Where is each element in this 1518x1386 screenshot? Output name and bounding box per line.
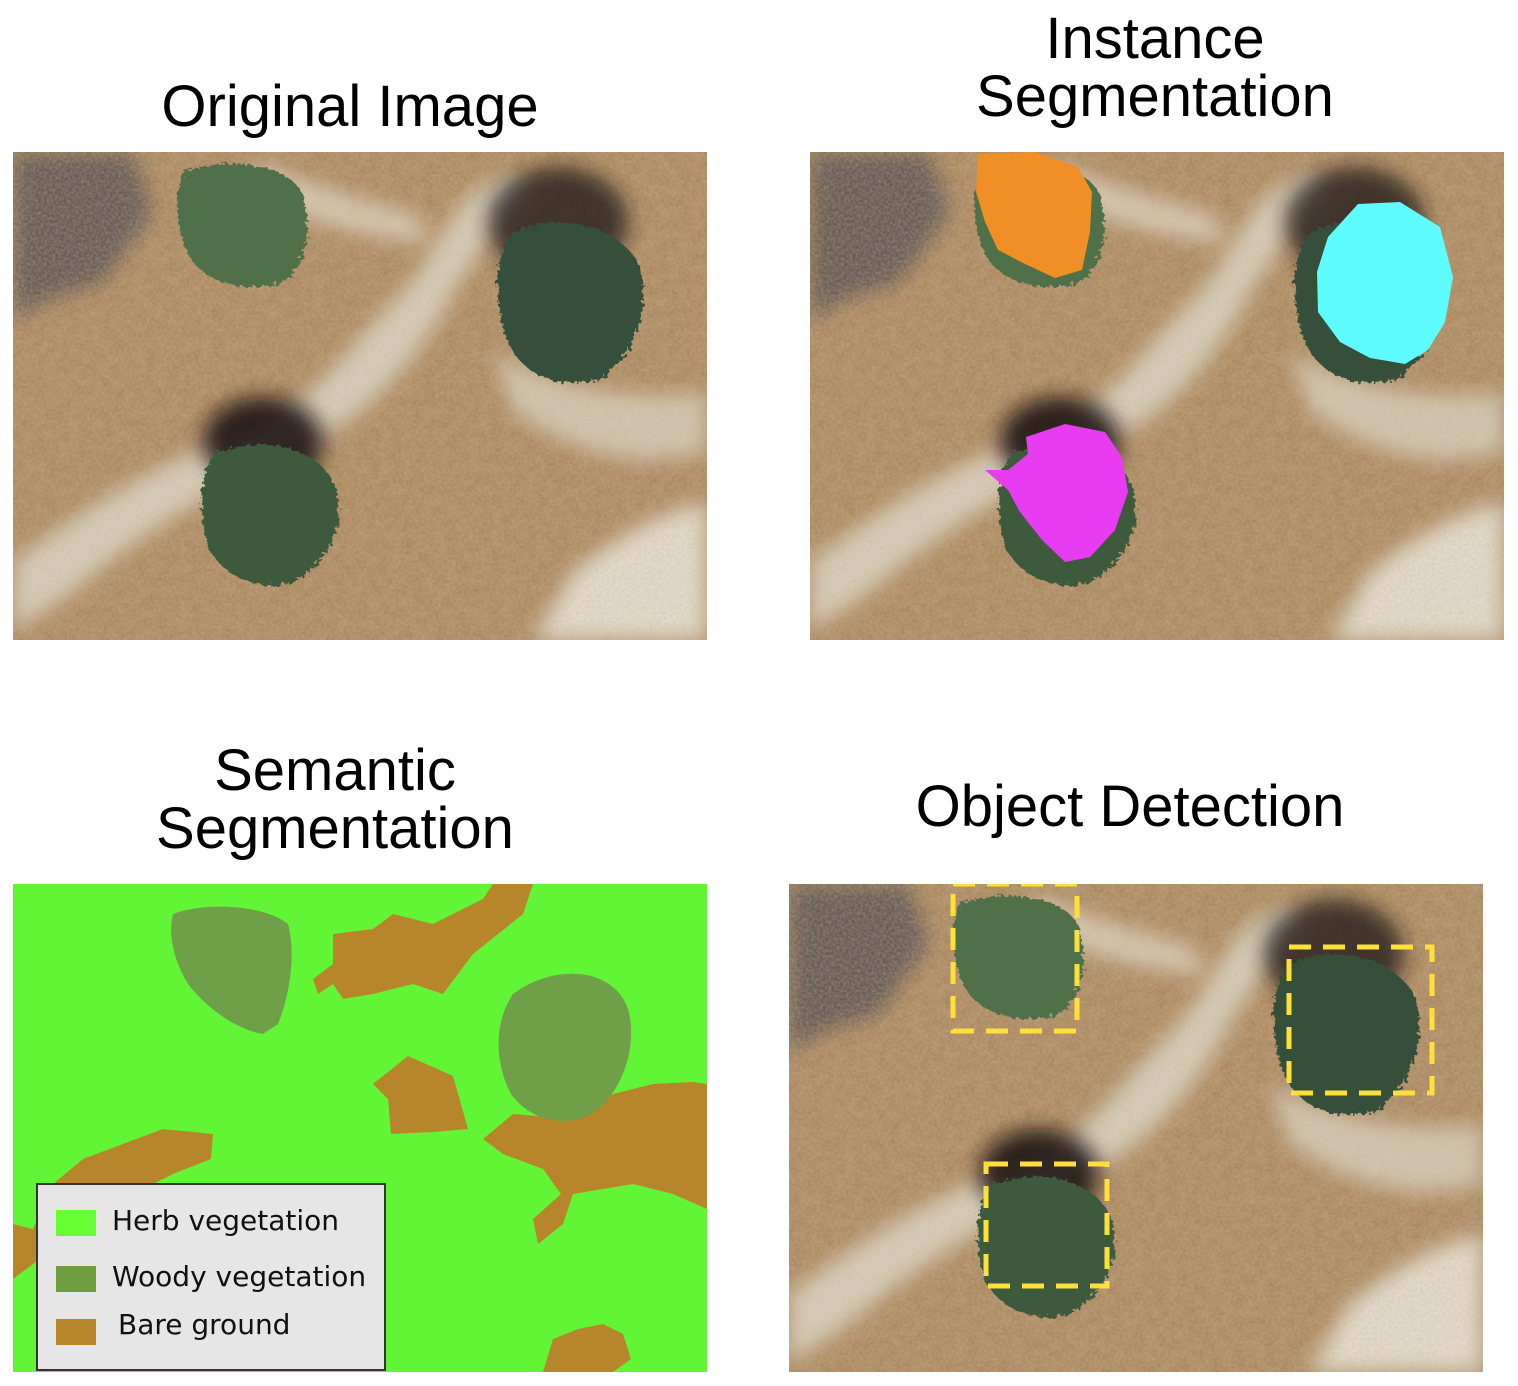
object-detection-title: Object Detection — [915, 774, 1345, 839]
semantic-segmentation-title: Semantic Segmentation — [156, 738, 514, 861]
instance-mask-3 — [985, 424, 1128, 562]
bare-ground-region — [313, 884, 533, 999]
legend-label-bare: Bare ground — [118, 1308, 291, 1341]
legend-swatch-woody — [56, 1266, 96, 1292]
instance-segmentation-image — [810, 152, 1504, 640]
detection-box-3 — [983, 1161, 1110, 1289]
instance-mask-1 — [976, 152, 1092, 278]
bare-ground-region — [373, 1056, 468, 1134]
original-aerial-image — [13, 152, 707, 640]
legend-swatch-bare — [56, 1319, 96, 1345]
detection-box-2 — [1286, 944, 1435, 1096]
legend-swatch-herb — [56, 1210, 96, 1236]
legend-label-woody: Woody vegetation — [112, 1260, 367, 1293]
legend-label-herb: Herb vegetation — [112, 1204, 340, 1237]
woody-vegetation-region — [498, 973, 632, 1121]
instance-segmentation-title: Instance Segmentation — [976, 6, 1334, 129]
woody-vegetation-region — [171, 906, 292, 1034]
bare-ground-region — [483, 1082, 707, 1244]
bare-ground-region — [543, 1324, 631, 1372]
legend: Herb vegetation Woody vegetation Bare gr… — [36, 1183, 386, 1371]
original-image-title: Original Image — [161, 74, 539, 139]
instance-mask-2 — [1317, 202, 1453, 364]
object-detection-image — [789, 884, 1483, 1372]
